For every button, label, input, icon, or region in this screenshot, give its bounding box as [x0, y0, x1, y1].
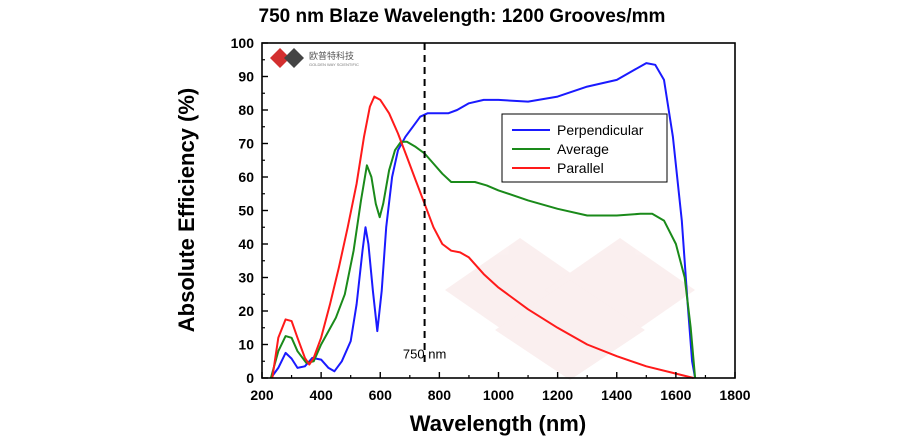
legend: Perpendicular Average Parallel	[501, 113, 668, 183]
blaze-wavelength-label: 750 nm	[403, 346, 446, 361]
series-line-perpendicular	[270, 62, 697, 379]
x-tick-label: 1000	[483, 387, 514, 403]
logo-mark-2	[284, 48, 304, 68]
y-tick-label: 100	[231, 35, 255, 51]
logo-mark	[270, 48, 290, 68]
y-tick-label: 30	[238, 270, 254, 286]
y-tick-label: 50	[238, 203, 254, 219]
x-tick-label: 1400	[601, 387, 632, 403]
logo-cn: 欧普特科技	[309, 50, 354, 62]
y-tick-label: 10	[238, 337, 254, 353]
y-tick-label: 70	[238, 136, 254, 152]
series-line-parallel	[271, 95, 694, 379]
x-tick-label: 800	[428, 387, 452, 403]
y-tick-label: 20	[238, 303, 254, 319]
x-axis-title: Wavelength (nm)	[410, 411, 586, 436]
x-tick-label: 1800	[719, 387, 750, 403]
y-axis-title: Absolute Efficiency (%)	[174, 88, 199, 332]
x-tick-label: 200	[250, 387, 274, 403]
x-tick-label: 1200	[542, 387, 573, 403]
y-tick-label: 40	[238, 236, 254, 252]
chart-title: 750 nm Blaze Wavelength: 1200 Grooves/mm	[259, 6, 666, 27]
y-tick-label: 80	[238, 102, 254, 118]
logo-en: GOLDEN WAY SCIENTIFIC	[309, 62, 359, 67]
watermark	[445, 238, 695, 380]
x-tick-label: 400	[309, 387, 333, 403]
y-tick-label: 60	[238, 169, 254, 185]
x-tick-label: 1600	[660, 387, 691, 403]
series-line-average	[269, 140, 697, 379]
x-tick-label: 600	[369, 387, 393, 403]
legend-label: Perpendicular	[557, 122, 644, 138]
y-tick-label: 90	[238, 69, 254, 85]
legend-label: Average	[557, 141, 609, 157]
company-logo: 欧普特科技 GOLDEN WAY SCIENTIFIC	[270, 48, 359, 68]
legend-label: Parallel	[557, 160, 604, 176]
y-tick-label: 0	[246, 370, 254, 386]
